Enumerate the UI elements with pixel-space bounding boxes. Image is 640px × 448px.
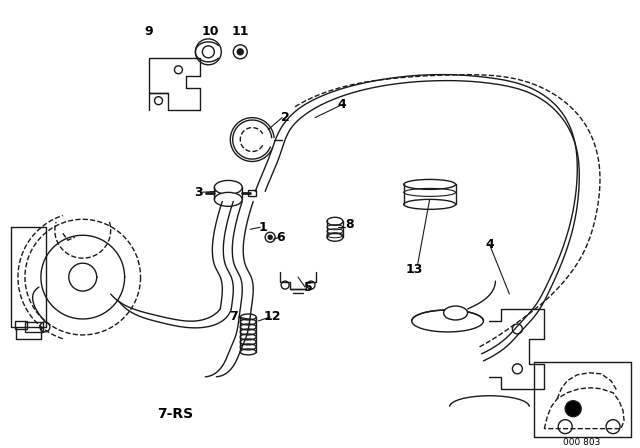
Text: 3: 3	[194, 186, 203, 199]
Ellipse shape	[444, 306, 468, 320]
Text: 1: 1	[259, 221, 268, 234]
Bar	[15, 321, 27, 329]
Text: 4: 4	[337, 98, 346, 111]
Text: 6: 6	[276, 231, 284, 244]
Text: 8: 8	[346, 218, 354, 231]
Text: 10: 10	[202, 26, 219, 39]
Ellipse shape	[404, 180, 456, 190]
Bar	[25, 322, 43, 332]
Text: 5: 5	[303, 280, 312, 293]
Text: 12: 12	[264, 310, 281, 323]
Circle shape	[237, 49, 243, 55]
Ellipse shape	[214, 181, 243, 194]
Text: 4: 4	[485, 238, 494, 251]
Text: 7: 7	[229, 310, 237, 323]
Circle shape	[565, 401, 581, 417]
Text: 11: 11	[232, 26, 249, 39]
Text: 000 803: 000 803	[563, 438, 601, 447]
Circle shape	[268, 235, 272, 239]
Ellipse shape	[404, 199, 456, 209]
Text: 9: 9	[144, 26, 153, 39]
Ellipse shape	[327, 233, 343, 241]
Ellipse shape	[412, 310, 483, 332]
Ellipse shape	[214, 192, 243, 207]
Text: 7-RS: 7-RS	[157, 407, 193, 421]
Bar	[248, 190, 256, 196]
Text: 13: 13	[406, 263, 424, 276]
Text: 2: 2	[281, 111, 289, 124]
Ellipse shape	[327, 217, 343, 225]
